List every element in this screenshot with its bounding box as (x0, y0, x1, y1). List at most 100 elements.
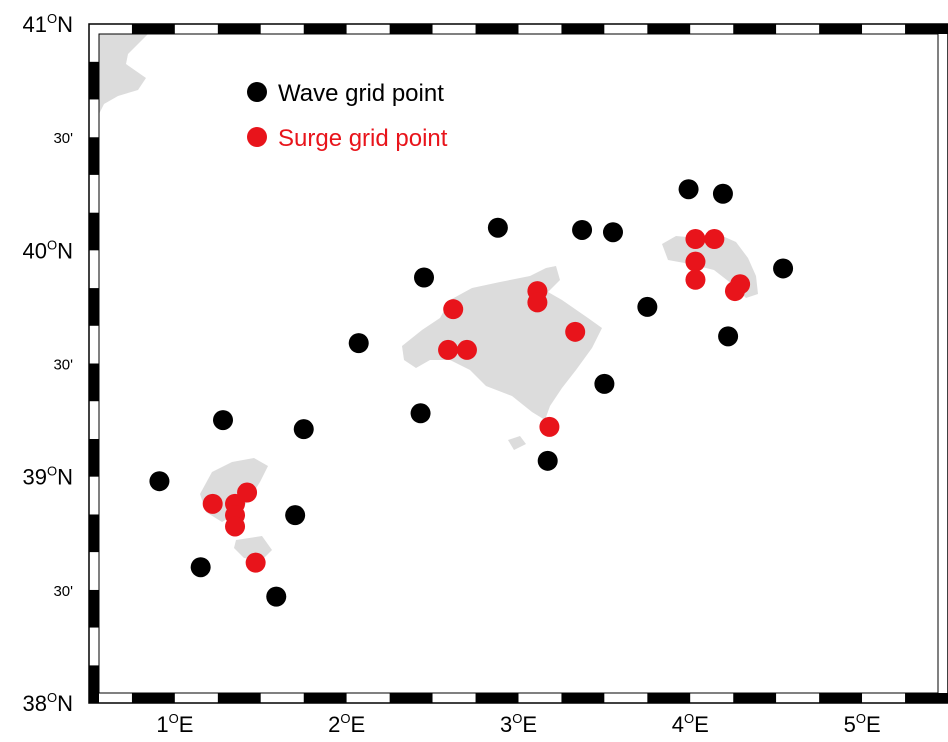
longitude-axis: 1OE 2OE 3OE 4OE 5OE (156, 711, 880, 737)
frame-segment-left (89, 61, 99, 100)
frame-segment-bottom (647, 693, 691, 703)
frame-segment-top (89, 24, 132, 34)
frame-segment-bottom (862, 693, 906, 703)
frame-segment-top (432, 24, 476, 34)
lat-tick-label: 38ON (23, 690, 74, 716)
surge-grid-point (685, 251, 706, 272)
lat-tick-label: 30' (53, 583, 73, 600)
surge-grid-points (202, 229, 751, 573)
frame-segment-left (89, 552, 99, 590)
frame-segment-bottom (260, 693, 304, 703)
frame-segment-left (89, 589, 99, 628)
frame-segment-left (89, 288, 99, 326)
frame-segment-bottom (131, 693, 175, 703)
frame-segment-top (260, 24, 304, 34)
wave-grid-point (213, 410, 234, 431)
frame-segment-bottom (389, 693, 433, 703)
surge-grid-point (438, 339, 459, 360)
lat-tick-label: 41ON (23, 11, 74, 37)
frame-segment-top (776, 24, 820, 34)
frame-segment-top (217, 24, 261, 34)
frame-segment-top (518, 24, 562, 34)
frame-segment-bottom (518, 693, 562, 703)
surge-grid-point (237, 482, 258, 503)
wave-grid-point (537, 450, 558, 471)
frame-segment-bottom (819, 693, 863, 703)
frame-segment-top (475, 24, 519, 34)
lon-tick-label: 2OE (328, 711, 365, 737)
surge-grid-point (685, 269, 706, 290)
surge-grid-point (685, 229, 706, 250)
frame-segment-left (89, 174, 99, 213)
surge-grid-point (245, 552, 266, 573)
frame-segment-bottom (475, 693, 519, 703)
legend-wave-label: Wave grid point (278, 80, 444, 107)
wave-grid-point (572, 219, 593, 240)
legend: Wave grid point Surge grid point (247, 80, 448, 152)
wave-grid-point (594, 373, 615, 394)
frame-segment-top (389, 24, 433, 34)
surge-grid-point (724, 281, 745, 302)
frame-segment-bottom (561, 693, 605, 703)
frame-segment-left (89, 476, 99, 515)
surge-grid-point (539, 416, 560, 437)
legend-surge-label: Surge grid point (278, 125, 448, 152)
frame-segment-top (174, 24, 218, 34)
lon-tick-label: 5OE (844, 711, 881, 737)
wave-grid-point (410, 403, 431, 424)
lon-tick-label: 3OE (500, 711, 537, 737)
legend-surge-marker (247, 127, 267, 147)
wave-grid-point (637, 296, 658, 317)
frame-segment-left (89, 99, 99, 138)
frame-segment-bottom (217, 693, 261, 703)
formentera-island (234, 536, 272, 560)
frame-segment-top (131, 24, 175, 34)
frame-segment-left (89, 665, 99, 703)
frame-segment-top (862, 24, 906, 34)
frame-segment-top (561, 24, 605, 34)
lon-tick-label: 1OE (156, 711, 193, 737)
frame-inner-outline (98, 33, 939, 694)
wave-grid-point (678, 179, 699, 200)
frame-segment-bottom (690, 693, 734, 703)
wave-grid-points (149, 179, 794, 607)
frame-segment-left (89, 401, 99, 439)
frame-segment-top (733, 24, 777, 34)
frame-segment-top (604, 24, 648, 34)
latitude-axis: 41ON 30' 40ON 30' 39ON 30' 38ON (23, 11, 74, 716)
cabrera-island (508, 436, 526, 450)
frame-segment-left (89, 514, 99, 553)
frame-segment-left (89, 24, 99, 62)
wave-grid-point (602, 222, 623, 243)
frame-segment-top (905, 24, 948, 34)
surge-grid-point (443, 299, 464, 320)
frame-segment-top (819, 24, 863, 34)
frame-segment-top (346, 24, 390, 34)
frame-segment-bottom (905, 693, 948, 703)
wave-grid-point (266, 586, 287, 607)
frame-segment-top (303, 24, 347, 34)
wave-grid-point (487, 217, 508, 238)
wave-grid-point (712, 183, 733, 204)
frame-segment-bottom (174, 693, 218, 703)
surge-grid-point (225, 516, 246, 537)
frame-segment-bottom (432, 693, 476, 703)
frame-segment-top (690, 24, 734, 34)
frame-outline (88, 23, 948, 704)
surge-grid-point (704, 229, 725, 250)
frame-segment-bottom (776, 693, 820, 703)
wave-grid-point (285, 505, 306, 526)
legend-wave-marker (247, 82, 267, 102)
wave-grid-point (348, 333, 369, 354)
frame-segment-bottom (303, 693, 347, 703)
surge-grid-point (565, 321, 586, 342)
frame-segment-left (89, 325, 99, 364)
mainland-coast (89, 32, 150, 120)
frame-segment-bottom (733, 693, 777, 703)
wave-grid-point (414, 267, 435, 288)
wave-grid-point (149, 471, 170, 492)
lat-tick-label: 39ON (23, 464, 74, 490)
lat-tick-label: 40ON (23, 237, 74, 263)
lat-tick-label: 30' (53, 130, 73, 147)
